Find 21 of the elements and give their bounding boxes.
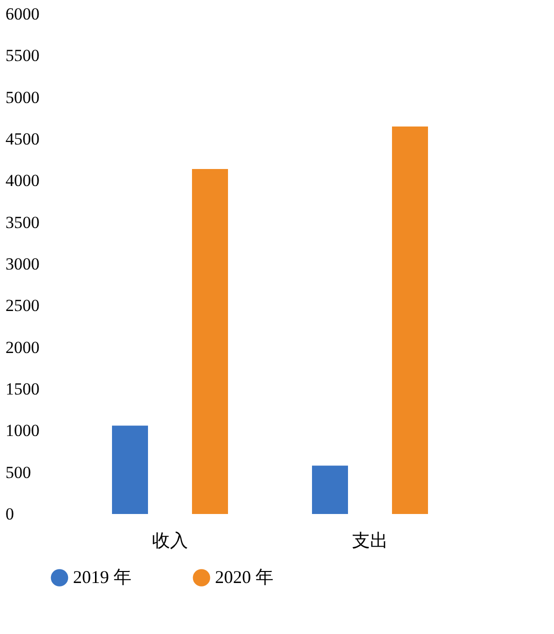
- x-tick-label: 收入: [152, 530, 188, 550]
- bar: [192, 169, 228, 514]
- y-tick-label: 1500: [6, 380, 40, 398]
- y-tick-label: 6000: [6, 4, 40, 24]
- y-tick-label: 4500: [6, 130, 40, 148]
- bar: [392, 126, 428, 514]
- y-tick-label: 500: [6, 462, 31, 482]
- y-tick-label: 4000: [6, 171, 40, 190]
- bar: [112, 426, 148, 514]
- legend-label: 2019 年: [73, 566, 132, 587]
- y-tick-label: 2000: [6, 338, 40, 357]
- y-tick-label: 0: [6, 504, 14, 524]
- x-tick-label: 支出: [352, 530, 388, 550]
- y-tick-label: 3500: [6, 212, 40, 232]
- bar: [312, 466, 348, 514]
- y-tick-label: 1000: [6, 421, 40, 440]
- y-tick-label: 5500: [6, 46, 40, 66]
- y-tick-label: 5000: [6, 88, 40, 107]
- y-tick-label: 3000: [6, 254, 40, 274]
- legend-label: 2020 年: [215, 566, 274, 587]
- y-tick-label: 2500: [6, 296, 40, 316]
